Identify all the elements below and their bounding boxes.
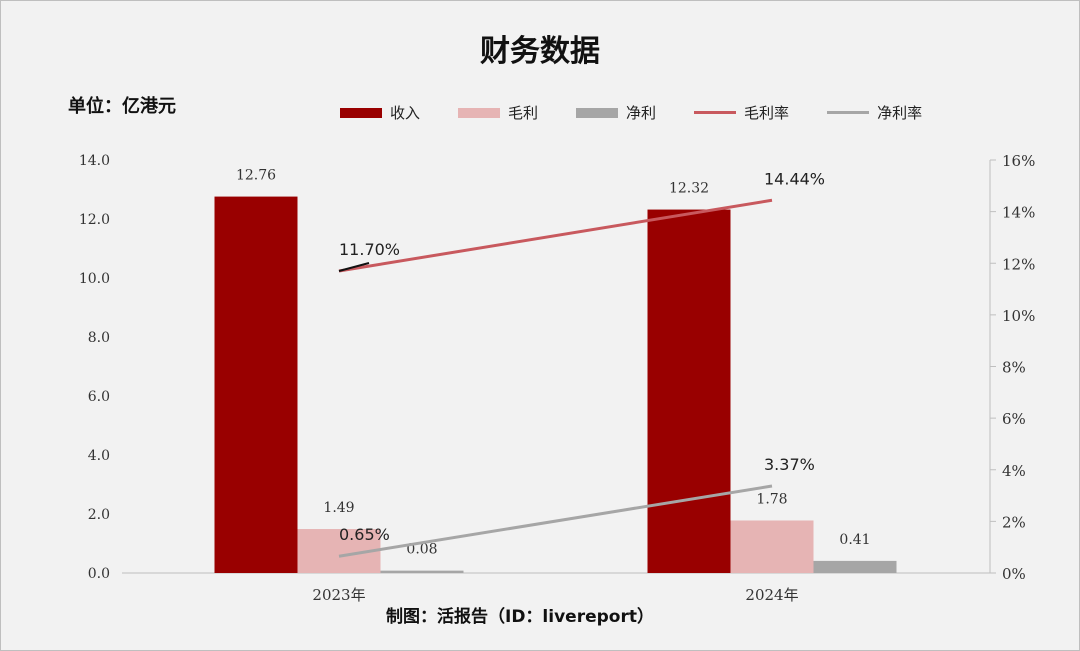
- line-gross-margin: [338, 198, 773, 273]
- legend: 收入 毛利 净利 毛利率 净利率: [340, 102, 960, 123]
- right-y-tick-label: 6%: [1002, 410, 1026, 428]
- legend-swatch-gross-profit: [458, 107, 501, 118]
- legend-label-revenue: 收入: [390, 104, 421, 122]
- legend-item-net-profit: 净利: [576, 102, 656, 123]
- left-y-tick-label: 14.0: [79, 153, 110, 169]
- right-y-tick-label: 16%: [1002, 152, 1035, 170]
- left-y-tick-label: 4.0: [88, 448, 110, 464]
- bar-value-label: 0.08: [406, 542, 437, 558]
- legend-swatch-net-margin: [827, 111, 870, 114]
- legend-label-net-margin: 净利率: [877, 104, 923, 122]
- bar-net-profit: [813, 560, 897, 573]
- chart-title: 财务数据: [480, 34, 600, 69]
- legend-item-gross-profit: 毛利: [458, 102, 538, 123]
- legend-label-gross-margin: 毛利率: [744, 104, 790, 122]
- left-y-tick-label: 2.0: [88, 507, 110, 523]
- legend-swatch-net-profit: [576, 107, 619, 118]
- right-y-tick-label: 10%: [1002, 307, 1035, 325]
- line-point-label: 14.44%: [764, 169, 825, 188]
- bar-value-label: 1.78: [756, 491, 787, 507]
- left-y-tick-label: 10.0: [79, 271, 110, 287]
- bar-value-label: 12.76: [236, 168, 276, 184]
- bar-gross-profit: [730, 520, 814, 573]
- bar-revenue: [214, 196, 298, 573]
- line-point-label: 0.65%: [339, 525, 390, 544]
- legend-label-net-profit: 净利: [626, 104, 657, 122]
- bar-revenue: [647, 209, 731, 573]
- bar-value-label: 0.41: [839, 532, 870, 548]
- right-y-tick-label: 8%: [1002, 359, 1026, 377]
- legend-item-net-margin: 净利率: [827, 102, 922, 123]
- line-net-margin: [338, 484, 773, 558]
- bar-value-label: 1.49: [323, 500, 354, 516]
- left-y-tick-label: 8.0: [88, 330, 110, 346]
- label-leader-line: [338, 262, 370, 272]
- left-y-tick-label: 12.0: [79, 212, 110, 228]
- unit-label: 单位：亿港元: [68, 96, 176, 117]
- x-category-label: 2023年: [312, 586, 365, 604]
- bar-value-label: 12.32: [669, 181, 709, 197]
- line-point-label: 3.37%: [764, 455, 815, 474]
- line-point-label: 11.70%: [339, 240, 400, 259]
- legend-item-gross-margin: 毛利率: [694, 102, 789, 123]
- left-y-tick-label: 0.0: [88, 566, 110, 582]
- right-y-tick-label: 2%: [1002, 513, 1026, 531]
- right-y-tick-label: 12%: [1002, 255, 1035, 273]
- legend-swatch-gross-margin: [694, 111, 737, 114]
- legend-swatch-revenue: [340, 107, 382, 118]
- x-category-label: 2024年: [745, 586, 798, 604]
- bar-net-profit: [380, 570, 464, 573]
- left-y-tick-label: 6.0: [88, 389, 110, 405]
- right-y-tick-label: 14%: [1002, 204, 1035, 222]
- source-credit: 制图：活报告（ID：livereport）: [386, 607, 654, 627]
- legend-item-revenue: 收入: [340, 102, 420, 123]
- right-y-tick-label: 0%: [1002, 565, 1026, 583]
- right-y-tick-label: 4%: [1002, 462, 1026, 480]
- legend-label-gross-profit: 毛利: [508, 104, 539, 122]
